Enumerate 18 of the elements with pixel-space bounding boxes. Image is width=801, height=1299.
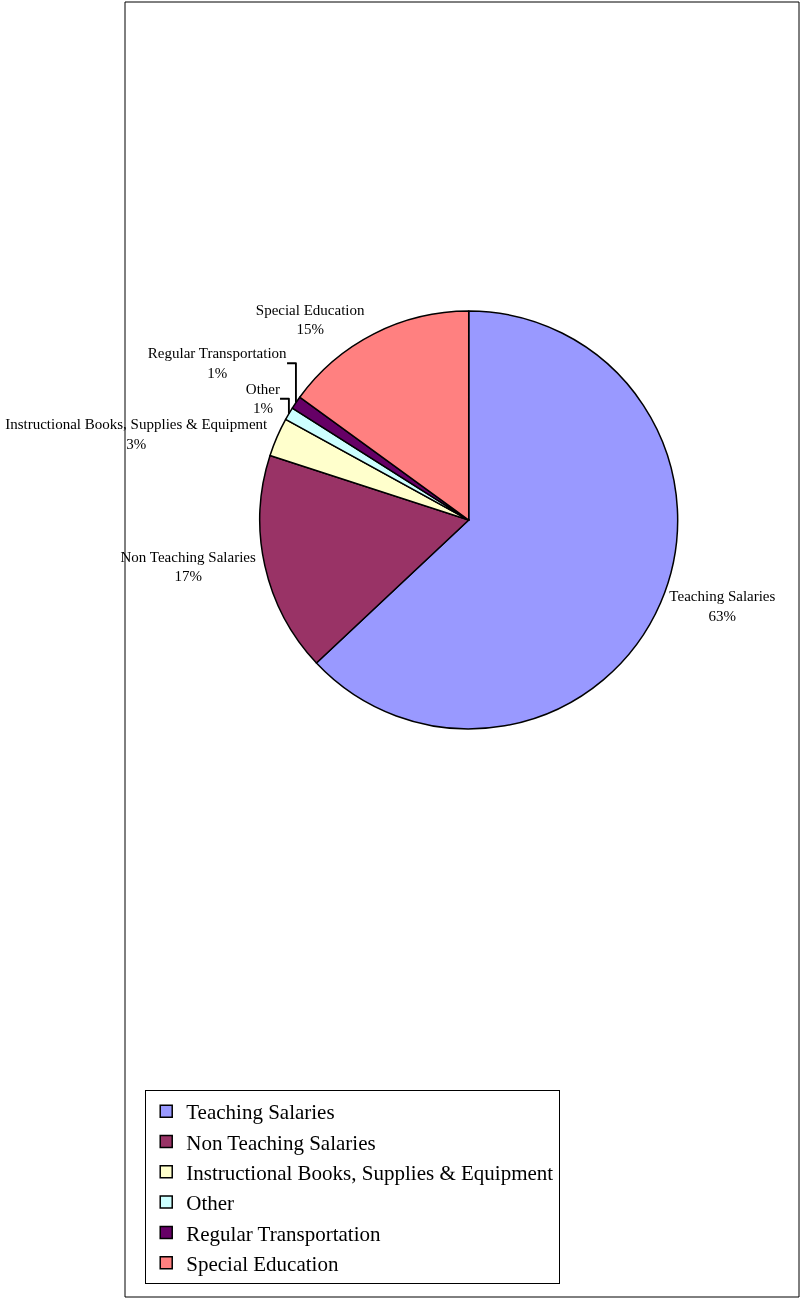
data-label: 3% [126,435,147,452]
data-label: 1% [252,400,273,417]
slice-label: Other [245,380,281,397]
slice-label: Regular Transportation [147,345,288,362]
legend-label: Non Teaching Salaries [186,1130,376,1155]
legend-label: Other [186,1191,235,1216]
data-label: 1% [207,364,228,381]
slice-label: Teaching Salaries [669,588,776,605]
slice-label: Special Education [255,301,366,318]
legend-label: Special Education [186,1251,339,1276]
legend-label: Teaching Salaries [186,1100,335,1125]
legend-label: Regular Transportation [186,1221,381,1246]
legend-label: Instructional Books, Supplies & Equipment [186,1160,554,1185]
data-label: 63% [708,607,737,624]
slice-label: Instructional Books, Supplies & Equipment [5,416,269,433]
data-label: 15% [296,321,324,338]
slice-label: Non Teaching Salaries [120,548,256,565]
data-label: 17% [174,568,202,585]
